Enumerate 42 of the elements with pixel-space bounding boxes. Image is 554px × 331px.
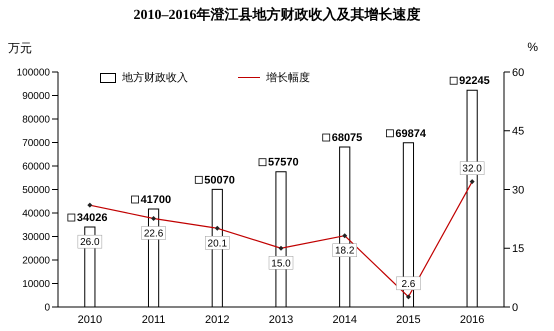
data-label: 34026 xyxy=(76,212,108,224)
y2-tick-label: 45 xyxy=(512,126,524,138)
data-label: 26.0 xyxy=(80,237,100,248)
legend-label: 地方财政收入 xyxy=(122,70,188,85)
x-tick-label: 2010 xyxy=(78,314,102,326)
legend-label: 增长幅度 xyxy=(266,70,310,85)
data-label: 2.6 xyxy=(401,278,416,290)
data-label: 57570 xyxy=(268,156,299,169)
data-label: 32.0 xyxy=(462,164,482,175)
y2-tick-label: 15 xyxy=(512,243,524,256)
x-tick-label: 2013 xyxy=(268,314,294,326)
y2-tick-label: 60 xyxy=(512,66,524,79)
y2-tick-label: 30 xyxy=(512,184,524,196)
x-tick-label: 2015 xyxy=(396,314,421,326)
chart-title: 2010–2016年澄江县地方财政收入及其增长速度 xyxy=(132,6,422,24)
y-tick-label: 20000 xyxy=(22,256,50,267)
data-label: 20.1 xyxy=(208,238,228,250)
y-tick-label: 80000 xyxy=(22,114,50,126)
data-label: 15.0 xyxy=(271,258,292,270)
y-axis-title: 万元 xyxy=(8,40,32,57)
data-label: 22.6 xyxy=(144,228,164,240)
data-label: 69874 xyxy=(395,128,427,140)
y-tick-label: 40000 xyxy=(22,208,50,220)
data-label: 50070 xyxy=(204,174,235,186)
y-tick-label: 0 xyxy=(44,302,50,314)
data-label: 68075 xyxy=(332,132,362,144)
y-tick-label: 70000 xyxy=(22,138,50,150)
data-label: 92245 xyxy=(459,75,490,88)
y-tick-label: 60000 xyxy=(22,162,50,173)
y2-tick-label: 0 xyxy=(512,302,518,314)
data-label: 41700 xyxy=(140,194,172,206)
x-tick-label: 2016 xyxy=(460,314,484,326)
data-label: 18.2 xyxy=(334,246,355,257)
y-tick-label: 30000 xyxy=(22,232,50,244)
x-tick-label: 2011 xyxy=(142,314,166,326)
x-tick-label: 2014 xyxy=(332,314,357,326)
y-tick-label: 50000 xyxy=(22,185,50,196)
x-tick-label: 2012 xyxy=(205,314,230,326)
y-tick-label: 100000 xyxy=(16,68,50,79)
y-tick-label: 10000 xyxy=(22,279,50,290)
y2-axis-title: % xyxy=(527,40,538,54)
y-tick-label: 90000 xyxy=(22,91,50,102)
